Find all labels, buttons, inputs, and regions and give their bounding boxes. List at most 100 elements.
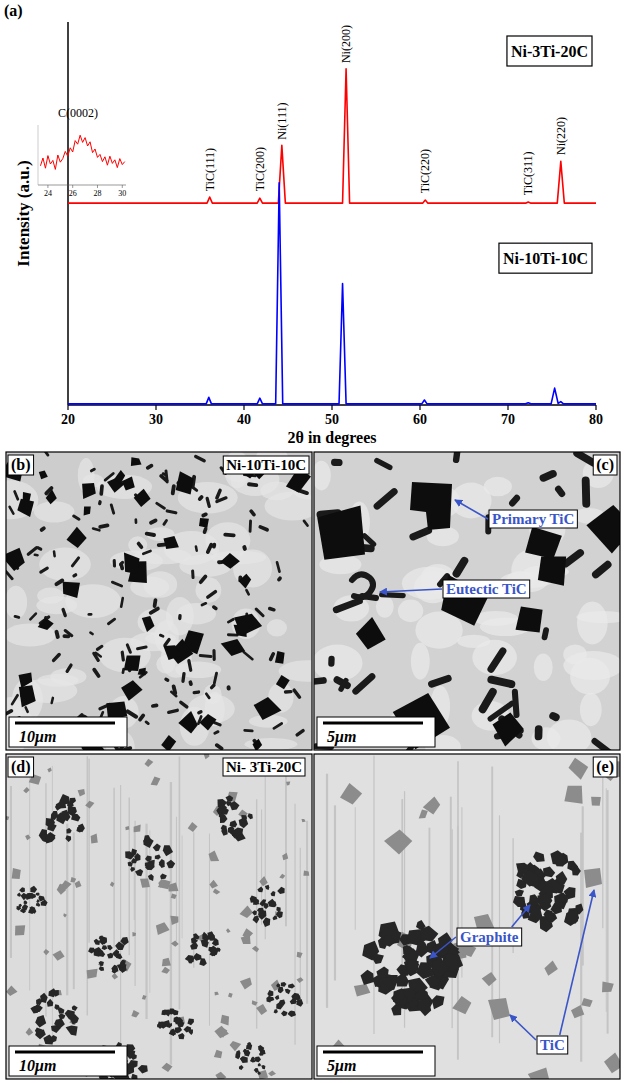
tic-particle xyxy=(53,950,65,961)
graphite-flake xyxy=(46,834,53,843)
eutectic-particle xyxy=(152,598,157,608)
tic-particle xyxy=(282,853,288,860)
primary-tic xyxy=(46,489,57,504)
primary-tic xyxy=(525,527,562,559)
tic-particle xyxy=(302,819,306,822)
polish-streak xyxy=(373,755,374,1034)
inset-x-tick xyxy=(47,185,48,188)
graphite-flake xyxy=(99,966,104,971)
graphite-flake xyxy=(556,871,568,885)
tic-particle xyxy=(340,783,362,805)
micrograph: (d)Ni- 3Ti-20C10μm xyxy=(4,752,312,1083)
primary-tic xyxy=(134,489,151,507)
graphite-flake xyxy=(515,889,524,896)
peak-label: Ni(111) xyxy=(275,103,289,140)
polish-streak xyxy=(606,788,607,1012)
eutectic-particle xyxy=(477,686,498,714)
eutectic-particle xyxy=(10,693,19,706)
graphite-flake xyxy=(160,873,167,879)
micrograph-label: (e) xyxy=(596,758,614,776)
graphite-flake xyxy=(207,932,214,938)
label-group: Ni- 3Ti-20C xyxy=(223,758,305,776)
inset: 24262830C(0002) xyxy=(38,106,126,198)
label-group: (d) xyxy=(8,757,34,777)
eutectic-particle xyxy=(178,614,182,620)
matrix-texture xyxy=(38,674,79,687)
primary-tic xyxy=(199,714,216,731)
scale-bar xyxy=(323,722,423,725)
label-box xyxy=(489,510,577,528)
tic-particle xyxy=(297,977,304,983)
tic-particle xyxy=(258,1070,268,1079)
eutectic-particle xyxy=(134,518,137,524)
inset-x-tick-label: 28 xyxy=(93,189,101,198)
graphite-flake xyxy=(24,901,28,904)
scale-bar-label: 10μm xyxy=(19,728,56,746)
graphite-flake xyxy=(54,1004,60,1010)
eutectic-particle xyxy=(192,690,200,694)
eutectic-particle xyxy=(249,509,257,517)
label-box xyxy=(223,758,305,776)
graphite-flake xyxy=(290,1010,296,1015)
eutectic-particle xyxy=(89,631,95,636)
eutectic-particle xyxy=(337,677,349,693)
eutectic-particle xyxy=(535,725,543,740)
label-group: (b) xyxy=(8,455,34,475)
scale-bar-box xyxy=(9,1046,127,1076)
tic-particle xyxy=(171,894,177,900)
x-tick-label: 80 xyxy=(589,412,603,427)
graphite-flake xyxy=(281,1011,288,1017)
eutectic-particle xyxy=(70,556,80,568)
eutectic-particle xyxy=(50,696,54,704)
tic-particle xyxy=(564,786,582,804)
tic-particle xyxy=(15,925,25,935)
primary-tic xyxy=(19,673,33,688)
scale-bar-label: 5μm xyxy=(327,728,356,746)
xrd-trace xyxy=(68,183,596,404)
x-axis-title: 2θ in degrees xyxy=(288,429,377,447)
graphite-flake xyxy=(199,958,207,966)
eutectic-particle xyxy=(137,713,145,722)
tic-particle xyxy=(230,1041,242,1051)
legend-box xyxy=(499,243,592,273)
graphite-flake xyxy=(148,874,154,881)
graphite-flake xyxy=(236,1050,240,1055)
tic-particle xyxy=(303,871,309,876)
tic-particle xyxy=(286,782,290,786)
graphite-flake xyxy=(131,858,137,863)
matrix-texture xyxy=(580,693,602,726)
series-group xyxy=(68,69,596,404)
tic-particle xyxy=(203,754,209,759)
tic-particle xyxy=(23,787,30,793)
graphite-flake xyxy=(54,990,59,997)
arrow xyxy=(512,905,530,927)
graphite-flake xyxy=(226,801,232,806)
graphite-flake xyxy=(406,959,418,974)
graphite-flake xyxy=(263,917,271,927)
eutectic-particle xyxy=(197,494,204,501)
graphite-flake xyxy=(239,817,249,828)
eutectic-particle xyxy=(98,500,102,506)
inset-title: C(0002) xyxy=(58,106,98,120)
eutectic-particle xyxy=(91,527,101,532)
graphite-flake xyxy=(559,894,568,904)
primary-tic xyxy=(17,499,34,517)
eutectic-particle xyxy=(226,685,230,691)
polish-streak xyxy=(334,805,336,980)
legend-label: Ni-3Ti-20C xyxy=(511,43,588,60)
graphite-flake xyxy=(528,908,543,923)
graphite-flake xyxy=(166,860,175,869)
graphite-flake xyxy=(36,998,42,1005)
inset-x-tick xyxy=(122,185,123,188)
eutectic-particle xyxy=(200,602,207,607)
polish-streak xyxy=(429,828,431,934)
primary-tic xyxy=(142,616,155,632)
tic-particle xyxy=(354,984,371,997)
tic-particle xyxy=(268,1071,276,1077)
eutectic-particle xyxy=(63,628,74,637)
graphite-flake xyxy=(257,886,263,892)
graphite-flake xyxy=(98,951,105,958)
peak-label: Ni(200) xyxy=(339,25,353,63)
tic-particle xyxy=(252,946,259,953)
peak-label: Ni(220) xyxy=(554,117,568,155)
